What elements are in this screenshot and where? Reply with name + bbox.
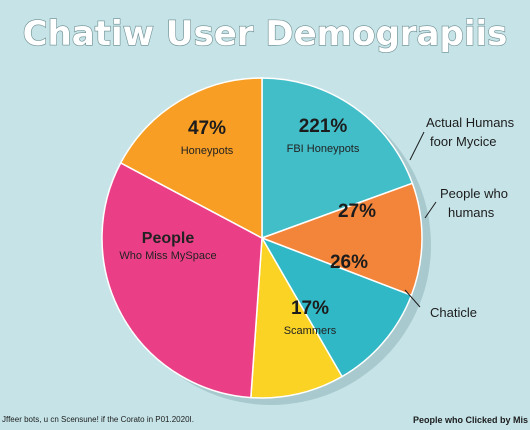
callout-line-2: humans [448,205,495,220]
pie-slice-5 [101,161,263,399]
pie-slice-6 [119,77,263,240]
slice-value-label: 26% [330,252,368,273]
callout-people-who: People who humans [424,186,508,220]
pie-slice-1 [261,77,414,240]
slice-name-label: Scammers [284,325,337,337]
chart-title: Chatiw User Demograpiis [23,14,508,54]
slice-value-label: 17% [291,298,329,319]
slice-name-label: Honeypots [181,145,234,157]
pie-labels: 221% FBI Honeypots 27% 26% 17% Scammers People… [119,116,376,337]
pie-slices [101,77,423,399]
callout-line-1: Chaticle [430,305,477,320]
callout-actual-humans: Actual Humans foor Mycice [409,115,515,161]
callout-leader-line [404,289,421,308]
slice-name-label: Who Miss MySpace [119,250,216,262]
footer-credit: People who Clicked by Mis [413,415,528,425]
callout-leader-line [409,131,425,161]
callout-line-1: People who [440,186,508,201]
footer-note: Jffeer bots, u cn Scensune! if the Corat… [2,415,194,424]
callout-chaticle: Chaticle [404,289,477,320]
slice-name-label: FBI Honeypots [287,143,360,155]
pie-slice-4 [250,235,344,399]
callout-leader-line [424,201,437,219]
slice-value-label: 27% [338,201,376,222]
slice-value-label: People [142,230,195,247]
callout-line-1: Actual Humans [426,115,515,130]
pie-slice-3 [260,236,413,378]
callout-line-2: foor Mycice [430,134,496,149]
slice-value-label: 47% [188,118,226,139]
slice-value-label: 221% [299,116,348,137]
pie-slice-2 [259,182,423,297]
